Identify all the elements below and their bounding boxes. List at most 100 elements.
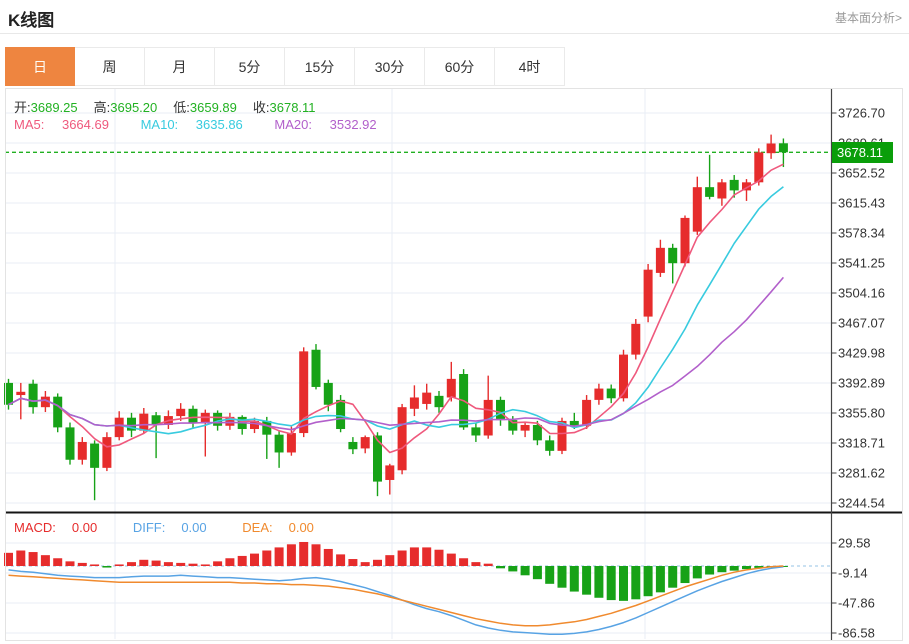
ohlc-open-value: 3689.25 bbox=[30, 100, 78, 115]
candle-body bbox=[631, 323, 641, 355]
candle-body bbox=[16, 391, 26, 396]
candle-body bbox=[766, 143, 776, 154]
candle-body bbox=[680, 217, 690, 264]
macd-label: MACD: bbox=[14, 520, 56, 535]
macd-bar bbox=[668, 566, 678, 588]
macd-bar bbox=[373, 559, 382, 566]
candle-body bbox=[311, 349, 321, 387]
y-axis-label: 3318.71 bbox=[838, 436, 885, 451]
candle-body bbox=[545, 440, 555, 451]
macd-bar bbox=[594, 566, 604, 598]
dea-label: DEA: bbox=[242, 520, 273, 535]
ohlc-close-label: 收: bbox=[252, 100, 270, 115]
macd-bar bbox=[434, 549, 444, 566]
macd-bar bbox=[459, 558, 469, 566]
y-axis-label: 3392.89 bbox=[838, 376, 885, 391]
tab-month[interactable]: 月 bbox=[145, 47, 215, 86]
y-axis-label: 3615.43 bbox=[838, 196, 885, 211]
macd-bar bbox=[225, 558, 235, 566]
candle-body bbox=[348, 441, 358, 450]
macd-bar bbox=[422, 547, 432, 566]
macd-bar bbox=[274, 547, 284, 566]
interval-tab-bar: 日 周 月 5分 15分 30分 60分 4时 bbox=[5, 47, 565, 86]
candle-body bbox=[213, 412, 223, 426]
header-divider bbox=[0, 33, 909, 34]
macd-bar bbox=[4, 552, 13, 566]
candle-body bbox=[299, 351, 309, 434]
y-axis-label: 3244.54 bbox=[838, 496, 885, 511]
macd-bar bbox=[163, 562, 173, 566]
candle-body bbox=[778, 143, 788, 153]
ma10-line bbox=[8, 186, 784, 435]
macd-bar bbox=[40, 555, 50, 566]
tab-15min[interactable]: 15分 bbox=[285, 47, 355, 86]
macd-bar bbox=[188, 563, 198, 566]
candle-body bbox=[360, 437, 370, 449]
macd-bar bbox=[311, 544, 321, 566]
candle-body bbox=[729, 179, 739, 191]
y-axis-label: 3355.80 bbox=[838, 406, 885, 421]
ohlc-legend: 开:3689.25 高:3695.20 低:3659.89 收:3678.11 bbox=[14, 97, 332, 116]
macd-bar bbox=[409, 547, 419, 566]
candle-body bbox=[336, 399, 346, 430]
candle-body bbox=[102, 437, 112, 468]
macd-bar bbox=[90, 564, 100, 566]
macd-bar bbox=[114, 564, 124, 566]
ma10-label: MA10: bbox=[140, 117, 179, 132]
candle-body bbox=[692, 187, 702, 232]
candle-body bbox=[77, 441, 87, 460]
candle-body bbox=[754, 152, 764, 183]
macd-bar bbox=[643, 566, 653, 597]
fundamental-analysis-link[interactable]: 基本面分析> bbox=[834, 11, 902, 25]
y-axis-label: 3541.25 bbox=[838, 256, 885, 271]
candle-body bbox=[139, 413, 149, 431]
macd-bar bbox=[262, 550, 272, 566]
candle-body bbox=[619, 354, 628, 399]
candle-body bbox=[434, 395, 444, 408]
macd-bar bbox=[692, 566, 702, 579]
ma5-label: MA5: bbox=[14, 117, 45, 132]
macd-bar bbox=[250, 553, 259, 566]
macd-bar bbox=[127, 562, 136, 566]
diff-value: 0.00 bbox=[181, 520, 207, 535]
macd-bar bbox=[631, 566, 641, 600]
candle-body bbox=[569, 420, 579, 426]
ohlc-low-value: 3659.89 bbox=[189, 100, 237, 115]
macd-bar bbox=[213, 561, 223, 566]
tab-60min[interactable]: 60分 bbox=[425, 47, 495, 86]
macd-bar bbox=[299, 541, 309, 566]
page-header: K线图 基本面分析> bbox=[0, 0, 909, 34]
candle-body bbox=[397, 407, 407, 471]
macd-bar bbox=[151, 560, 161, 566]
macd-bar bbox=[360, 562, 370, 566]
candle-body bbox=[176, 408, 186, 417]
macd-bar bbox=[65, 561, 75, 566]
macd-bar bbox=[717, 566, 727, 573]
tab-4hour[interactable]: 4时 bbox=[495, 47, 565, 86]
ma20-label: MA20: bbox=[274, 117, 312, 132]
candle-body bbox=[286, 433, 296, 453]
ma10-value: 3635.86 bbox=[195, 117, 243, 132]
macd-axis-label: -9.14 bbox=[838, 566, 868, 581]
candle-body bbox=[409, 397, 419, 409]
macd-bar bbox=[754, 566, 764, 568]
candle-body bbox=[508, 420, 518, 431]
macd-bar bbox=[471, 562, 481, 566]
candle-body bbox=[483, 399, 493, 436]
macd-bar bbox=[446, 553, 456, 566]
macd-bar bbox=[53, 558, 63, 566]
tab-day[interactable]: 日 bbox=[5, 47, 75, 86]
dea-line bbox=[8, 565, 784, 627]
macd-bar bbox=[508, 566, 518, 572]
tab-week[interactable]: 周 bbox=[75, 47, 145, 86]
candle-body bbox=[606, 388, 616, 399]
macd-bar bbox=[16, 550, 26, 566]
tab-5min[interactable]: 5分 bbox=[215, 47, 285, 86]
tab-30min[interactable]: 30分 bbox=[355, 47, 425, 86]
candle-body bbox=[274, 434, 284, 453]
macd-bar bbox=[348, 559, 358, 566]
candle-body bbox=[323, 382, 333, 405]
candle-body bbox=[65, 427, 75, 460]
macd-bar bbox=[705, 566, 715, 575]
